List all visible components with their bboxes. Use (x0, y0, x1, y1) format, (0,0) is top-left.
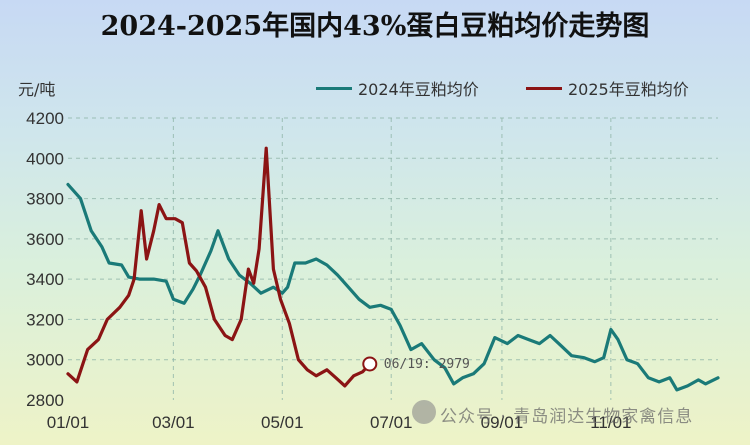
chart-title: 2024-2025年国内43%蛋白豆粕均价走势图 (100, 11, 650, 42)
series-line-2024 (66, 182, 720, 392)
x-tick-label: 09/01 (481, 413, 524, 432)
y-tick-label: 4200 (26, 109, 64, 128)
watermark: 公众号 · 青岛润达生物家禽信息 (440, 407, 694, 427)
legend-item-2024: 2024年豆粕均价 (316, 76, 479, 100)
y-tick-label: 4000 (26, 149, 64, 168)
x-tick-label: 07/01 (370, 413, 413, 432)
legend-label-2024: 2024年豆粕均价 (358, 80, 479, 99)
y-axis-unit-label: 元/吨 (18, 80, 56, 99)
x-tick-label: 03/01 (152, 413, 195, 432)
y-tick-label: 3000 (26, 351, 64, 370)
x-tick-label: 05/01 (261, 413, 304, 432)
last-point-label: 06/19: 2979 (384, 357, 470, 372)
legend-label-2025: 2025年豆粕均价 (568, 80, 689, 99)
y-tick-label: 3800 (26, 190, 64, 209)
series-line-2025 (66, 146, 372, 388)
legend-swatch-2024 (316, 86, 352, 90)
legend-item-2025: 2025年豆粕均价 (526, 76, 689, 100)
x-tick-label: 01/01 (47, 413, 90, 432)
y-tick-label: 2800 (26, 391, 64, 410)
x-tick-label: 11/01 (590, 413, 631, 432)
legend-swatch-2025 (526, 86, 562, 90)
y-tick-label: 3400 (26, 270, 64, 289)
y-tick-label: 3200 (26, 310, 64, 329)
y-tick-label: 3600 (26, 230, 64, 249)
last-point-marker (362, 356, 378, 372)
wechat-icon (412, 400, 436, 424)
